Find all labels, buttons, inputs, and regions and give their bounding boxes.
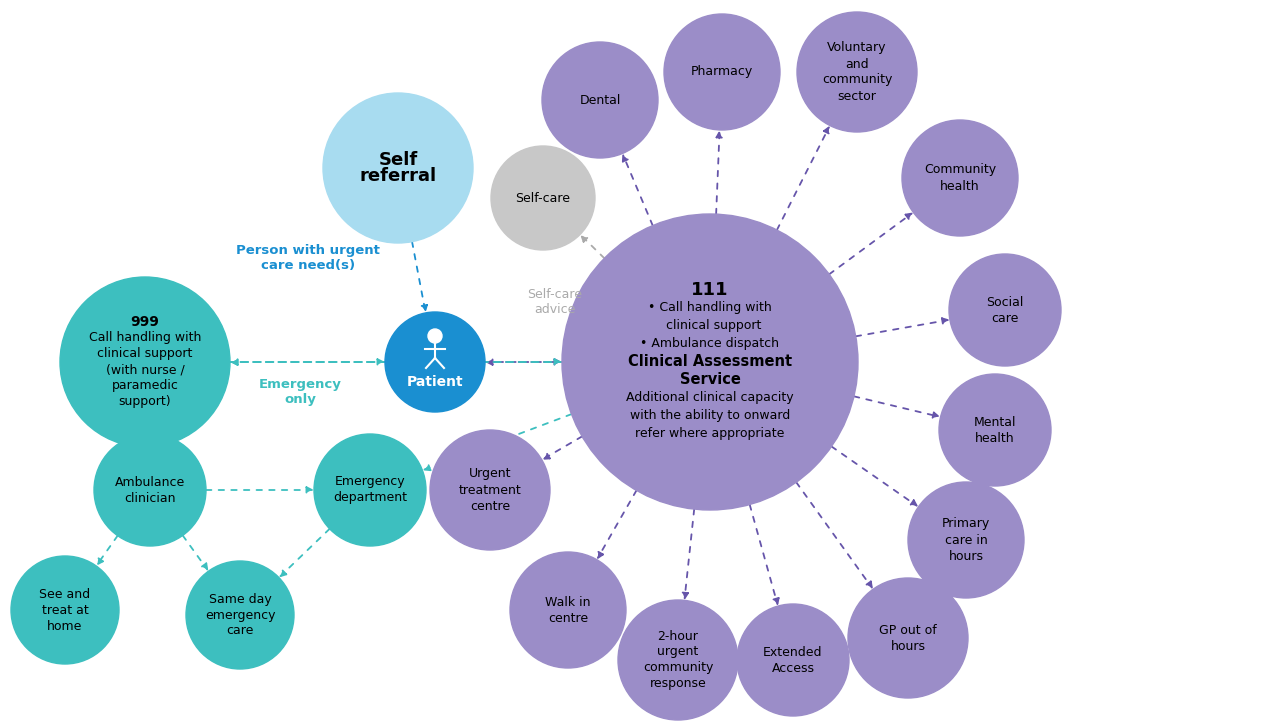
Text: community: community — [642, 662, 713, 675]
Text: Person with urgent
care need(s): Person with urgent care need(s) — [236, 244, 380, 272]
Text: Urgent: Urgent — [469, 468, 512, 481]
Ellipse shape — [848, 578, 968, 698]
Text: Emergency: Emergency — [334, 476, 405, 489]
Text: • Call handling with: • Call handling with — [649, 301, 772, 315]
Text: 999: 999 — [131, 315, 160, 329]
Text: hours: hours — [949, 549, 983, 562]
Text: health: health — [940, 179, 979, 192]
Ellipse shape — [618, 600, 737, 720]
Ellipse shape — [542, 42, 658, 158]
Ellipse shape — [737, 604, 849, 716]
Text: Extended: Extended — [763, 646, 822, 659]
Text: community: community — [822, 74, 892, 87]
Text: 111: 111 — [692, 281, 729, 299]
Text: Access: Access — [772, 662, 815, 675]
Ellipse shape — [908, 482, 1024, 598]
Ellipse shape — [186, 561, 294, 669]
Text: treat at: treat at — [42, 604, 89, 617]
Ellipse shape — [323, 93, 473, 243]
Text: care: care — [227, 625, 253, 638]
Text: health: health — [976, 432, 1015, 445]
Text: sector: sector — [837, 90, 877, 103]
Text: Service: Service — [679, 372, 740, 388]
Text: centre: centre — [547, 612, 588, 625]
Text: and: and — [845, 58, 869, 71]
Text: treatment: treatment — [459, 484, 522, 497]
Ellipse shape — [94, 434, 207, 546]
Text: Mental: Mental — [974, 416, 1016, 429]
Ellipse shape — [939, 374, 1052, 486]
Text: Same day: Same day — [209, 593, 271, 605]
Ellipse shape — [11, 556, 119, 664]
Ellipse shape — [492, 146, 595, 250]
Text: Pharmacy: Pharmacy — [691, 66, 753, 79]
Text: paramedic: paramedic — [111, 380, 179, 393]
Ellipse shape — [60, 277, 231, 447]
Text: Primary: Primary — [941, 518, 990, 531]
Text: department: department — [333, 492, 407, 505]
Text: Voluntary: Voluntary — [827, 41, 887, 54]
Text: clinical support: clinical support — [659, 320, 761, 333]
Ellipse shape — [511, 552, 626, 668]
Text: urgent: urgent — [658, 646, 698, 659]
Text: Self-care: Self-care — [516, 192, 570, 205]
Ellipse shape — [430, 430, 550, 550]
Text: response: response — [650, 677, 707, 690]
Text: care in: care in — [945, 534, 987, 547]
Text: GP out of: GP out of — [879, 623, 936, 636]
Text: with the ability to onward: with the ability to onward — [630, 409, 791, 422]
Ellipse shape — [428, 329, 442, 343]
Text: • Ambulance dispatch: • Ambulance dispatch — [641, 338, 779, 351]
Ellipse shape — [664, 14, 780, 130]
Ellipse shape — [902, 120, 1017, 236]
Text: emergency: emergency — [205, 609, 275, 622]
Text: clinical support: clinical support — [98, 348, 193, 361]
Ellipse shape — [563, 214, 858, 510]
Text: Clinical Assessment: Clinical Assessment — [628, 354, 792, 369]
Text: Self: Self — [379, 151, 418, 169]
Text: home: home — [47, 620, 82, 633]
Text: referral: referral — [360, 167, 437, 185]
Text: 2-hour: 2-hour — [658, 630, 698, 643]
Ellipse shape — [949, 254, 1060, 366]
Text: clinician: clinician — [124, 492, 176, 505]
Text: Emergency
only: Emergency only — [258, 378, 341, 406]
Ellipse shape — [385, 312, 485, 412]
Text: Community: Community — [924, 163, 996, 176]
Text: See and: See and — [39, 588, 90, 601]
Text: Additional clinical capacity: Additional clinical capacity — [626, 391, 794, 404]
Text: (with nurse /: (with nurse / — [105, 364, 185, 377]
Text: care: care — [991, 312, 1019, 325]
Text: Patient: Patient — [407, 375, 464, 389]
Text: centre: centre — [470, 500, 511, 513]
Text: support): support) — [119, 395, 171, 408]
Text: refer where appropriate: refer where appropriate — [635, 427, 784, 440]
Text: Call handling with: Call handling with — [89, 332, 201, 344]
Text: Ambulance: Ambulance — [115, 476, 185, 489]
Ellipse shape — [797, 12, 917, 132]
Text: Dental: Dental — [579, 93, 621, 106]
Text: Self-care
advice: Self-care advice — [527, 288, 583, 316]
Text: Social: Social — [986, 296, 1024, 309]
Text: hours: hours — [891, 640, 925, 652]
Ellipse shape — [314, 434, 426, 546]
Text: Walk in: Walk in — [545, 596, 590, 609]
